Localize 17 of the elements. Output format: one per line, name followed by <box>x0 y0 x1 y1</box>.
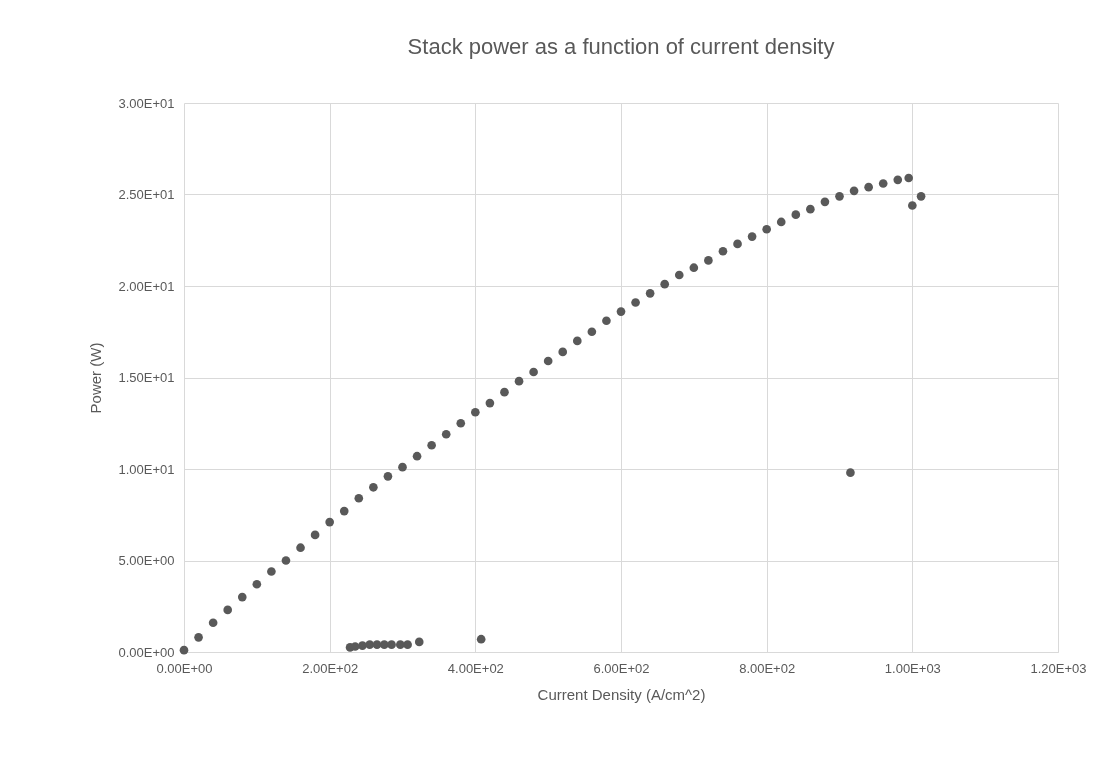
y-tick-label: 0.00E+00 <box>118 644 175 660</box>
chart-title: Stack power as a function of current density <box>407 34 835 59</box>
x-tick-label: 1.00E+03 <box>884 660 941 676</box>
y-tick-label: 2.50E+01 <box>118 187 175 202</box>
y-axis-title: Power (W) <box>87 342 105 414</box>
y-tick-label: 3.00E+01 <box>118 95 175 111</box>
x-tick-label: 0.00E+00 <box>156 660 213 676</box>
x-axis-title: Current Density (A/cm^2) <box>537 685 706 703</box>
x-tick-label: 8.00E+02 <box>739 660 796 676</box>
x-tick-label: 6.00E+02 <box>593 660 650 676</box>
x-tick-label: 1.20E+03 <box>1030 660 1087 676</box>
y-tick-label: 5.00E+00 <box>118 553 175 568</box>
x-tick-label: 2.00E+02 <box>302 660 359 676</box>
y-tick-label: 2.00E+01 <box>118 278 175 294</box>
x-tick-label: 4.00E+02 <box>447 660 504 676</box>
y-tick-label: 1.00E+01 <box>118 461 175 477</box>
y-tick-label: 1.50E+01 <box>118 370 175 385</box>
